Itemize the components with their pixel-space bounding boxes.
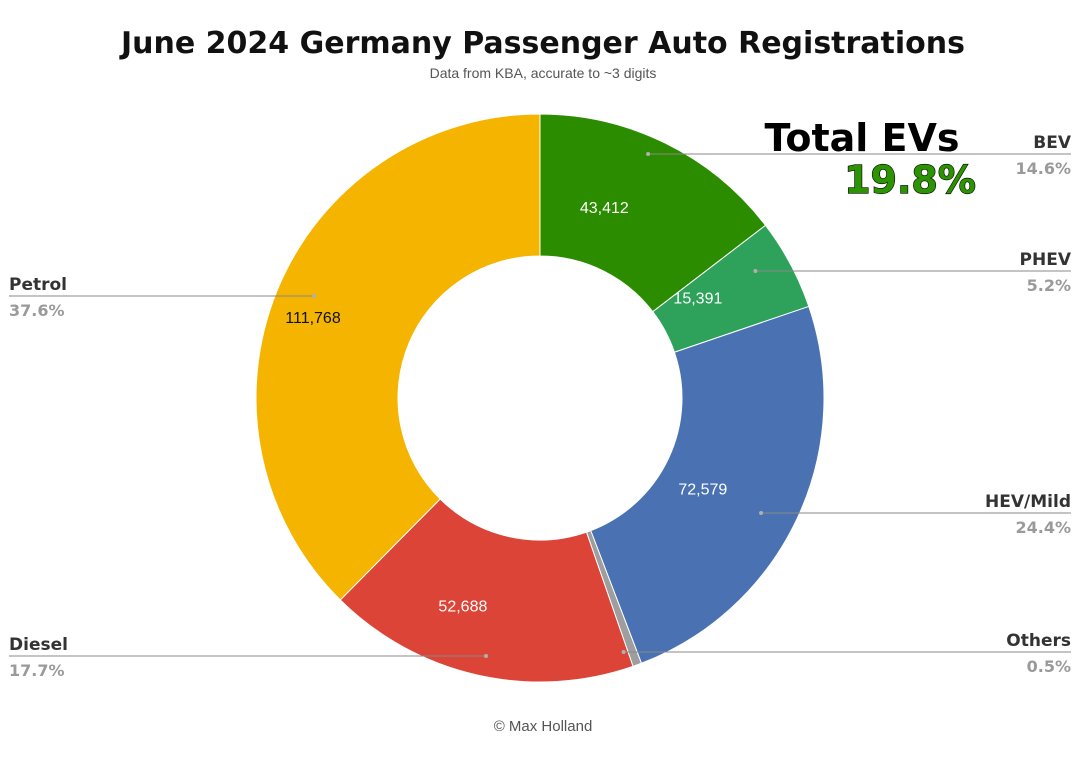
value-label-diesel: 52,688 (438, 599, 487, 616)
category-label-phev: PHEV (1020, 250, 1072, 270)
percent-label-diesel: 17.7% (9, 661, 65, 680)
labels-group: 43,412 BEV 14.6% 15,391 PHEV 5.2% 72,579 HEV/Mi… (9, 133, 1072, 680)
leader-dot-hev-mild (759, 511, 764, 515)
percent-label-bev: 14.6% (1015, 159, 1071, 178)
value-label-phev: 15,391 (673, 291, 722, 308)
slice-diesel (339, 498, 634, 683)
slices-group (255, 113, 825, 683)
slice-hev-mild (590, 305, 825, 664)
slice-petrol (255, 113, 541, 601)
total-evs-title: Total EVs (764, 116, 959, 160)
value-label-petrol: 111,768 (285, 310, 341, 327)
percent-label-phev: 5.2% (1027, 276, 1071, 295)
total-evs-value: 19.8% (844, 158, 976, 202)
percent-label-hev-mild: 24.4% (1015, 518, 1071, 537)
category-label-hev-mild: HEV/Mild (985, 492, 1071, 512)
leader-dot-phev (753, 269, 758, 273)
category-label-bev: BEV (1033, 133, 1072, 153)
slice-bev (539, 113, 767, 313)
percent-label-others: 0.5% (1027, 657, 1071, 676)
category-label-others: Others (1006, 631, 1071, 651)
leader-lines-group (9, 152, 1071, 658)
category-label-petrol: Petrol (9, 275, 67, 295)
leader-dot-diesel (484, 654, 488, 658)
value-label-hev-mild: 72,579 (678, 482, 727, 499)
chart-subtitle: Data from KBA, accurate to ~3 digits (430, 65, 657, 81)
leader-dot-petrol (312, 294, 317, 298)
leader-dot-bev (646, 152, 651, 156)
leader-dot-others (621, 650, 626, 654)
chart-title: June 2024 Germany Passenger Auto Registr… (119, 26, 965, 61)
value-label-bev: 43,412 (580, 200, 629, 217)
percent-label-petrol: 37.6% (9, 301, 65, 320)
chart-credit: © Max Holland (494, 718, 593, 735)
category-label-diesel: Diesel (9, 635, 68, 655)
